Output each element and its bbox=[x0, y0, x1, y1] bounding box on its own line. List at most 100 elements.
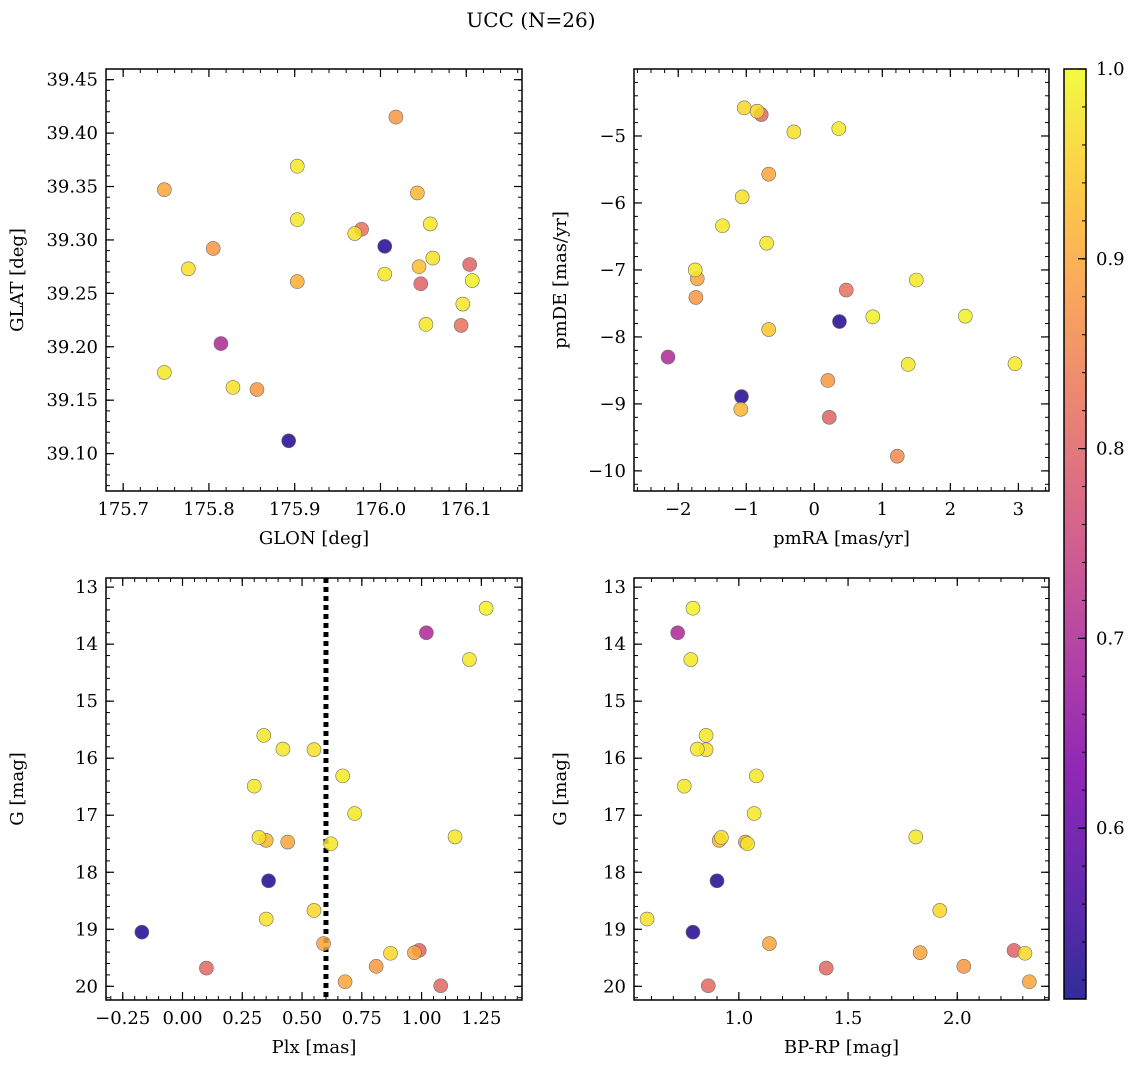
x-tick-label: −2 bbox=[665, 499, 692, 520]
scatter-point bbox=[740, 836, 755, 852]
scatter-point bbox=[734, 189, 750, 205]
y-axis-label: G [mag] bbox=[7, 752, 28, 825]
y-tick-label: 39.35 bbox=[46, 177, 98, 198]
colorbar-frame bbox=[1063, 68, 1087, 1000]
scatter-point bbox=[213, 336, 229, 351]
scatter-point bbox=[368, 959, 384, 974]
scatter-point bbox=[820, 373, 836, 388]
scatter-point bbox=[687, 262, 703, 278]
scatter-point bbox=[956, 959, 972, 974]
scatter-point bbox=[958, 308, 973, 324]
scatter-point bbox=[419, 625, 434, 641]
scatter-point bbox=[749, 103, 765, 119]
scatter-point bbox=[1007, 356, 1023, 372]
scatter-point bbox=[464, 273, 480, 288]
x-tick-label: 0.50 bbox=[282, 1008, 322, 1029]
scatter-point bbox=[1022, 974, 1037, 990]
scatter-point bbox=[249, 382, 265, 397]
colorbar-tick-label: 0.6 bbox=[1096, 818, 1125, 839]
x-tick-label: 176.1 bbox=[440, 499, 492, 520]
x-tick-label: 3 bbox=[1013, 499, 1024, 520]
scatter-point bbox=[932, 903, 948, 918]
scatter-point bbox=[462, 652, 477, 667]
scatter-point bbox=[289, 212, 305, 227]
scatter-point bbox=[205, 241, 221, 256]
scatter-point bbox=[383, 945, 398, 961]
scatter-point bbox=[831, 121, 847, 136]
scatter-point bbox=[411, 259, 427, 274]
colorbar: 0.6 0.7 0.8 0.9 1.0 bbox=[1063, 59, 1125, 1000]
scatter-point bbox=[683, 652, 699, 667]
y-tick-label: 20 bbox=[603, 976, 626, 997]
x-tick-label: 175.8 bbox=[183, 499, 235, 520]
scatter-point bbox=[418, 317, 434, 332]
scatter-point bbox=[134, 924, 150, 940]
axes-frame bbox=[633, 577, 1050, 1001]
scatter-point bbox=[181, 261, 196, 277]
scatter-point bbox=[714, 830, 729, 845]
scatter-point bbox=[410, 185, 425, 201]
x-tick-label: 0.75 bbox=[342, 1008, 382, 1029]
scatter-point bbox=[455, 296, 471, 312]
x-axis-label: Plx [mas] bbox=[272, 1037, 357, 1058]
scatter-point bbox=[912, 945, 928, 960]
y-tick-label: 39.15 bbox=[46, 390, 98, 411]
y-tick-label: −7 bbox=[599, 260, 626, 281]
scatter-point bbox=[832, 314, 847, 329]
y-axis-label: G [mag] bbox=[550, 752, 571, 825]
y-tick-label: 15 bbox=[603, 691, 626, 712]
scatter-point bbox=[453, 318, 469, 333]
scatter-point bbox=[838, 282, 854, 298]
x-tick-label: 176.0 bbox=[355, 499, 407, 520]
y-axis-label: GLAT [deg] bbox=[7, 228, 28, 332]
scatter-point bbox=[715, 218, 730, 234]
y-tick-label: 19 bbox=[75, 919, 98, 940]
scatter-point bbox=[761, 166, 777, 182]
scatter-point bbox=[821, 410, 837, 425]
scatter-point bbox=[433, 978, 449, 994]
colorbar-tick-label: 0.9 bbox=[1096, 249, 1125, 270]
y-axis-label: pmDE [mas/yr] bbox=[550, 211, 571, 349]
y-tick-label: −9 bbox=[599, 394, 626, 415]
y-tick-label: 16 bbox=[75, 748, 98, 769]
scatter-point bbox=[258, 911, 274, 927]
scatter-point bbox=[306, 903, 322, 918]
panels: 175.7 175.8 175.9 176.0 176.1 39.10 39.15 39.20… bbox=[7, 68, 1050, 1058]
axes-frame bbox=[105, 68, 523, 492]
scatter-point bbox=[447, 829, 463, 845]
y-tick-label: 18 bbox=[75, 862, 98, 883]
scatter-point bbox=[157, 182, 172, 198]
y-tick-label: 39.30 bbox=[46, 230, 98, 251]
scatter-point bbox=[281, 433, 296, 449]
x-tick-label: 2 bbox=[945, 499, 956, 520]
scatter-point bbox=[462, 257, 477, 272]
y-tick-label: 39.20 bbox=[46, 337, 98, 358]
x-tick-label: 1.00 bbox=[402, 1008, 442, 1029]
y-tick-label: 39.25 bbox=[46, 283, 98, 304]
scatter-point bbox=[199, 960, 214, 976]
x-tick-label: 0.25 bbox=[222, 1008, 262, 1029]
scatter-point bbox=[908, 829, 924, 845]
scatter-point bbox=[818, 960, 834, 976]
panel-top-left: 175.7 175.8 175.9 176.0 176.1 39.10 39.15 39.20… bbox=[7, 68, 523, 549]
scatter-point bbox=[734, 389, 749, 404]
scatter-point bbox=[422, 216, 438, 232]
panel-bottom-left: −0.25 0.00 0.25 0.50 0.75 1.00 1.25 13 14 15 16 17 1… bbox=[7, 577, 523, 1058]
scatter-point bbox=[685, 600, 701, 616]
scatter-point bbox=[688, 290, 704, 305]
x-tick-label: 1.25 bbox=[461, 1008, 501, 1029]
scatter-point bbox=[306, 742, 322, 757]
y-tick-label: 39.40 bbox=[46, 123, 98, 144]
scatter-point bbox=[289, 158, 305, 174]
scatter-point bbox=[323, 836, 339, 852]
colorbar-gradient bbox=[1064, 69, 1086, 999]
scatter-point bbox=[337, 974, 353, 990]
scatter-point bbox=[1017, 945, 1033, 961]
scatter-point bbox=[246, 778, 262, 794]
scatter-point bbox=[478, 600, 494, 616]
y-tick-label: 14 bbox=[603, 634, 626, 655]
figure-title: UCC (N=26) bbox=[466, 8, 595, 32]
scatter-point bbox=[347, 806, 362, 821]
y-tick-label: −8 bbox=[599, 327, 626, 348]
